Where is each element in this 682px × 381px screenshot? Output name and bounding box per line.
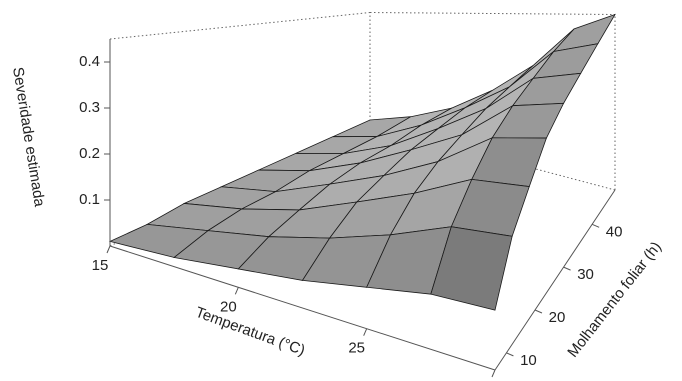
- x-tick: [106, 245, 111, 254]
- y-tick: [534, 309, 543, 314]
- z-tick-label: 0.4: [79, 53, 100, 70]
- z-tick-label: 0.2: [79, 145, 100, 162]
- surface-cell: [430, 226, 513, 311]
- x-tick: [363, 328, 368, 336]
- y-tick: [591, 223, 600, 228]
- x-tick-label: 25: [348, 340, 365, 357]
- y-tick-label: 10: [520, 352, 537, 369]
- z-tick-label: 0.3: [79, 99, 100, 116]
- y-tick: [506, 352, 514, 357]
- y-tick-label: 30: [577, 266, 594, 283]
- x-tick: [491, 369, 496, 378]
- x-tick-label: 15: [92, 257, 109, 274]
- z-tick-label: 0.1: [79, 191, 100, 208]
- box-edge: [369, 12, 616, 15]
- y-tick-label: 40: [606, 223, 623, 240]
- x-axis-label: Temperatura (°C): [193, 304, 307, 359]
- box-edge: [109, 12, 371, 40]
- x-tick-label: 20: [220, 298, 237, 315]
- box-edge: [109, 245, 496, 371]
- y-tick-label: 20: [549, 309, 566, 326]
- y-axis-label: Molhamento foliar (h): [564, 239, 665, 361]
- x-tick: [234, 287, 239, 295]
- y-tick: [563, 266, 571, 271]
- z-axis-label: Severidade estimada: [9, 66, 48, 208]
- box-edge: [494, 189, 616, 371]
